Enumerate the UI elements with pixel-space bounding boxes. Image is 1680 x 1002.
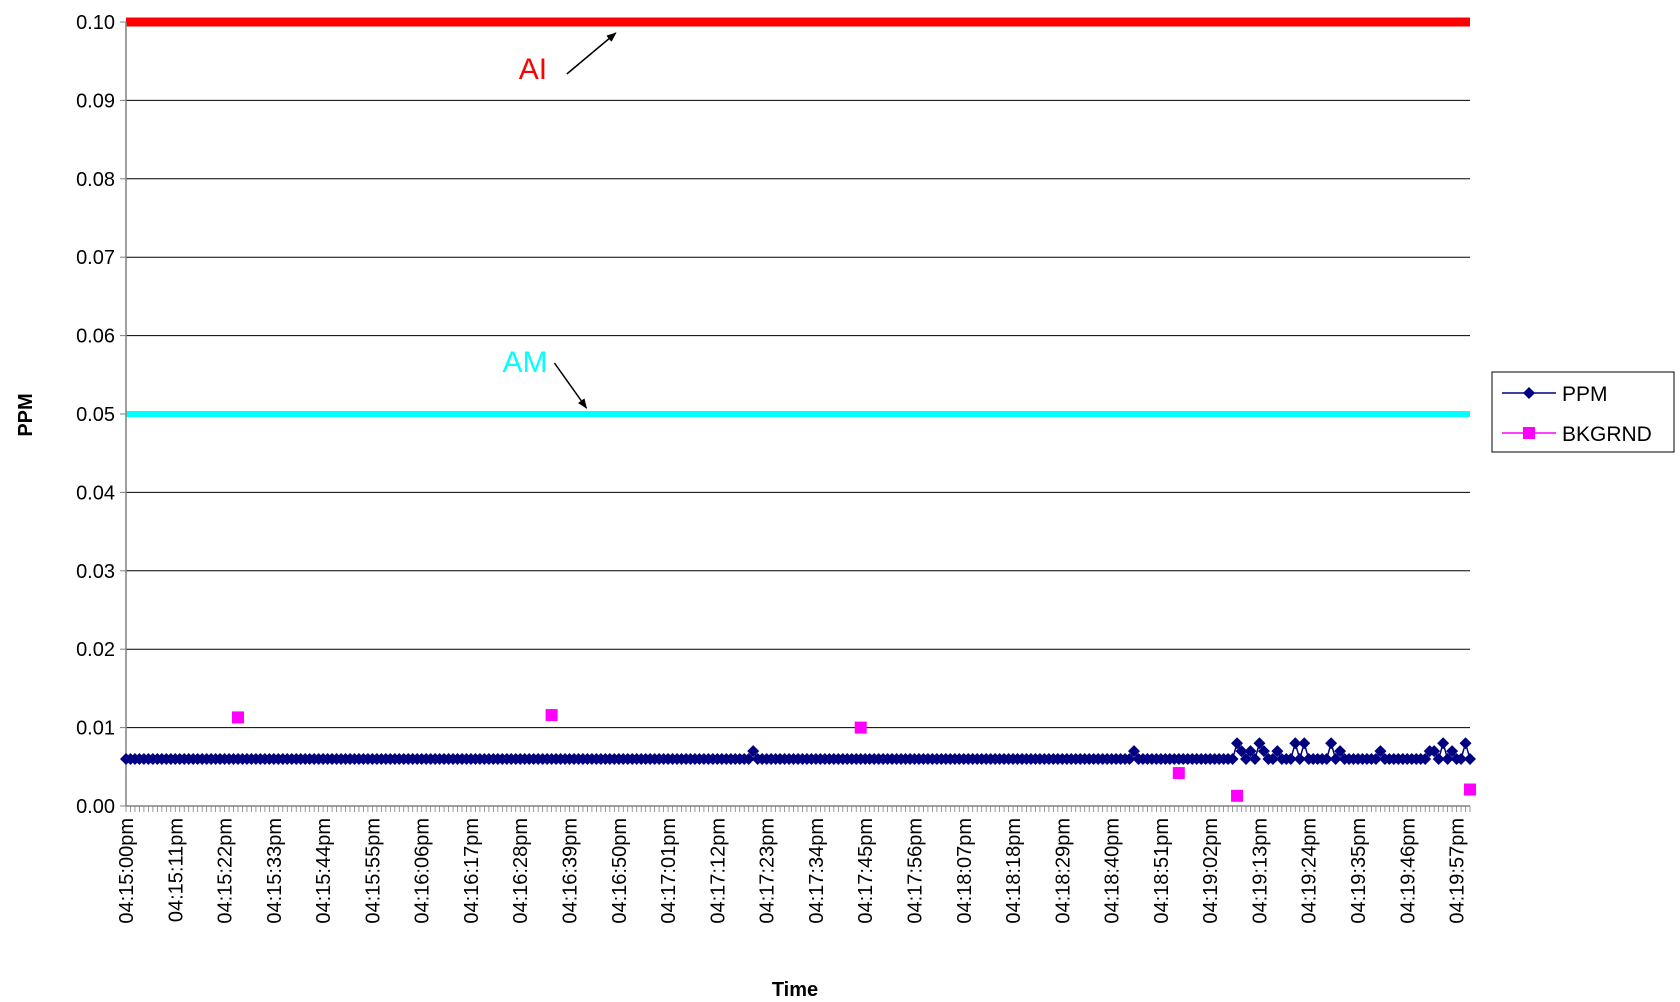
x-tick-label: 04:19:46pm [1397, 818, 1419, 924]
ppm-point [1123, 752, 1136, 765]
bkgrnd-point [232, 711, 244, 724]
ppm-point [747, 745, 760, 758]
x-axis-title: Time [772, 979, 818, 1001]
legend: PPM BKGRND [1491, 371, 1675, 453]
x-tick-marks [125, 806, 1471, 812]
y-tick-label: 0.08 [76, 169, 115, 191]
x-tick-label: 04:15:11pm [165, 818, 187, 922]
y-axis-title: PPM [15, 393, 37, 436]
reference-lines: AI AM [126, 17, 1470, 417]
x-tick-label: 04:17:56pm [904, 818, 926, 924]
ppm-point [1226, 752, 1239, 765]
x-tick-label: 04:18:29pm [1052, 818, 1074, 924]
y-tick-label: 0.10 [76, 12, 115, 34]
x-tick-label: 04:19:35pm [1348, 818, 1370, 924]
ppm-point [1455, 752, 1468, 765]
ppm-point [742, 752, 755, 765]
x-tick-label: 04:16:50pm [609, 818, 631, 924]
bkgrnd-point [1231, 789, 1244, 802]
x-tick-label: 04:15:55pm [362, 818, 384, 924]
ppm-point [1266, 752, 1279, 765]
x-tick-label: 04:17:12pm [707, 818, 729, 924]
ppm-point [1289, 737, 1302, 750]
x-tick-label: 04:16:06pm [412, 818, 434, 924]
legend-box [1491, 371, 1675, 453]
ppm-point [1441, 752, 1454, 765]
y-tick-label: 0.07 [76, 247, 115, 269]
x-tick-label: 04:18:07pm [954, 818, 976, 924]
x-tick-label: 04:16:28pm [510, 818, 532, 924]
ppm-point [1329, 752, 1342, 765]
ppm-point [1231, 737, 1244, 750]
x-tick-label: 04:15:22pm [215, 818, 237, 924]
x-tick-label: 04:15:33pm [264, 818, 286, 924]
ppm-point [1298, 737, 1311, 750]
x-tick-label: 04:17:45pm [855, 818, 877, 924]
legend-ppm-label: PPM [1562, 383, 1608, 406]
x-tick-label: 04:16:39pm [560, 818, 582, 924]
x-tick-label: 04:17:23pm [757, 818, 779, 924]
ppm-point [1235, 745, 1248, 758]
x-tick-label: 04:19:13pm [1249, 818, 1271, 924]
ppm-point [1320, 752, 1333, 765]
ppm-point [1374, 745, 1387, 758]
y-tick-label: 0.01 [76, 718, 115, 740]
ppm-point [1248, 752, 1261, 765]
bkgrnd-point [1172, 767, 1185, 780]
x-tick-label: 04:17:34pm [806, 818, 828, 924]
ppm-point [1459, 737, 1472, 750]
x-tick-label: 04:15:44pm [313, 818, 335, 924]
ppm-point [1334, 745, 1347, 758]
ppm-point [1271, 745, 1284, 758]
y-tick-label: 0.04 [76, 482, 115, 504]
y-tick-label: 0.05 [76, 404, 115, 426]
reference-label-am: AM [502, 346, 547, 379]
gridlines [126, 21, 1470, 729]
legend-bkgrnd-label: BKGRND [1562, 423, 1652, 446]
ppm-point [1244, 745, 1257, 758]
reference-arrow-ai [566, 32, 617, 75]
legend-ppm-marker [1523, 387, 1535, 399]
x-tick-label: 04:15:00pm [116, 818, 138, 924]
ppm-point [1419, 752, 1432, 765]
reference-arrow-am [553, 362, 588, 409]
reference-label-ai: AI [519, 53, 547, 86]
y-tick-label: 0.00 [76, 796, 115, 818]
x-tick-label: 04:16:17pm [461, 818, 483, 924]
y-tick-label: 0.06 [76, 326, 115, 348]
x-tick-label: 04:18:51pm [1151, 818, 1173, 924]
ppm-point [1428, 745, 1441, 758]
ppm-point [1437, 737, 1450, 750]
series-bkgrnd [232, 709, 1476, 802]
x-tick-label: 04:18:18pm [1003, 818, 1025, 924]
x-tick-label: 04:17:01pm [658, 818, 680, 924]
x-tick-label: 04:19:24pm [1299, 818, 1321, 924]
ppm-point [1284, 752, 1297, 765]
ppm-point [1446, 745, 1459, 758]
legend-bkgrnd-marker [1523, 427, 1535, 439]
y-tick-label: 0.02 [76, 639, 115, 661]
ppm-point [1369, 752, 1382, 765]
bkgrnd-point [854, 721, 867, 734]
x-axis: 04:15:00pm 04:15:11pm 04:15:22pm 04:15:33pm… [116, 806, 1471, 924]
y-tick-label: 0.03 [76, 561, 115, 583]
series-ppm [120, 737, 1476, 765]
ppm-point [1128, 745, 1140, 758]
ppm-point [1464, 752, 1476, 765]
ppm-point [1432, 752, 1445, 765]
x-tick-label: 04:18:40pm [1102, 818, 1124, 924]
bkgrnd-point [1464, 783, 1476, 796]
ppm-point [1253, 737, 1266, 750]
bkgrnd-point [545, 709, 558, 722]
y-axis: 0.00 0.01 0.02 0.03 0.04 0.05 0.06 0.07 0.08 0.09… [76, 12, 126, 818]
ppm-point [1325, 737, 1338, 750]
x-tick-label: 04:19:57pm [1447, 818, 1469, 924]
x-tick-label: 04:19:02pm [1200, 818, 1222, 924]
y-tick-label: 0.09 [76, 90, 115, 112]
ppm-point [1240, 752, 1252, 765]
ppm-point [1293, 752, 1306, 765]
ppm-point [1257, 745, 1270, 758]
